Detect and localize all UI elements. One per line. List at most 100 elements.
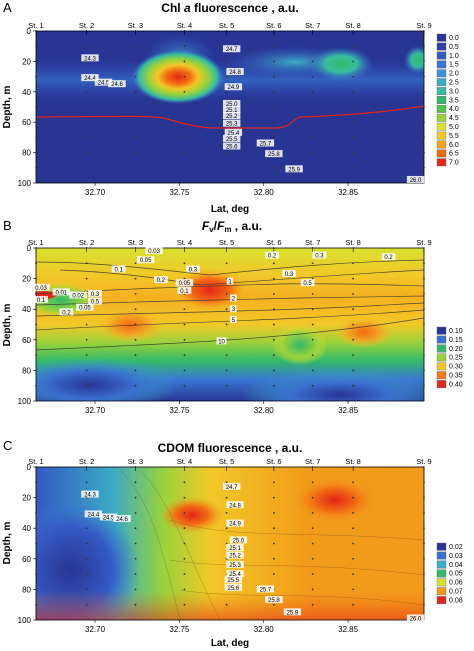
panel-a-ylabel: Depth, m <box>2 86 13 129</box>
sample-point <box>423 338 425 341</box>
station-label: St. 1 <box>28 238 43 247</box>
y-tick-label: 0 <box>27 463 32 472</box>
sample-point <box>134 354 137 356</box>
sample-point <box>183 512 186 514</box>
annotation-label: 25.8 <box>268 152 280 158</box>
legend-label: 0.25 <box>449 355 463 362</box>
sample-point <box>423 496 425 499</box>
sample-point <box>35 293 37 295</box>
annotation-label: 1 <box>228 280 232 286</box>
legend-swatch <box>436 551 447 560</box>
annotation-label: 0.3 <box>315 254 324 260</box>
sample-point <box>423 121 425 124</box>
sample-point <box>272 262 275 265</box>
sample-point <box>352 75 355 78</box>
sample-point <box>311 527 314 530</box>
sample-point <box>35 542 37 545</box>
annotation-label: 25.3 <box>229 563 241 569</box>
panel-c-xlabel: Lat, deg <box>211 638 249 649</box>
sample-point <box>272 481 275 484</box>
station-label: St. 5 <box>219 457 234 466</box>
sample-point <box>35 136 37 139</box>
panel-b-ylabel: Depth, m <box>2 304 13 347</box>
panel-c-annotations: 24.3 24.424.5 24.6 24.7 24.8 24.9 25.0 25.1 25.2… <box>81 482 425 622</box>
panel-c-letter: C <box>3 438 12 453</box>
legend-swatch <box>436 344 447 353</box>
annotation-label: 24.6 <box>116 517 128 523</box>
legend-label: 2.0 <box>449 71 459 78</box>
sample-point <box>311 323 314 326</box>
station-label: St. 1 <box>28 457 43 466</box>
annotation-label: 24.7 <box>226 485 238 491</box>
panel-c-isoline <box>139 469 221 620</box>
legend-label: 4.0 <box>449 106 459 113</box>
sample-point <box>85 151 88 154</box>
annotation-box <box>81 54 99 62</box>
sample-point <box>423 354 425 356</box>
panel-a-green-edge <box>404 46 424 74</box>
sample-point <box>352 90 355 93</box>
annotation-label: 26.0 <box>410 178 422 184</box>
sample-point <box>35 573 37 575</box>
annotation-box <box>226 68 244 76</box>
panel-b-isoline <box>59 269 424 286</box>
annotation-box <box>52 288 71 296</box>
sample-point <box>85 603 88 606</box>
sample-point <box>85 45 88 48</box>
sample-point <box>85 588 88 591</box>
annotation-label: 0.3 <box>285 272 294 278</box>
sample-point <box>311 45 314 48</box>
legend-label: 0.20 <box>449 346 463 353</box>
panel-b-title-unit: , a.u. <box>231 219 262 233</box>
panel-a-annotations: 24.3 24.424.5 24.6 24.7 24.8 24.9 25.025.125.2… <box>81 45 425 184</box>
station-label: St. 5 <box>219 21 234 30</box>
annotation-box <box>265 150 283 158</box>
legend-swatch <box>436 113 447 122</box>
annotation-box <box>230 294 237 302</box>
station-label: St. 6 <box>266 238 281 247</box>
sample-point <box>183 573 186 575</box>
annotation-box <box>81 74 99 82</box>
annotation-label: 0.03 <box>148 249 160 255</box>
sample-point <box>352 262 355 265</box>
annotation-label: 24.7 <box>226 47 238 53</box>
legend-label: 0.07 <box>449 589 463 596</box>
sample-point <box>311 354 314 356</box>
station-label: St. 8 <box>345 238 360 247</box>
legend-swatch <box>436 104 447 113</box>
annotation-label: 0.05 <box>179 281 191 287</box>
sample-point <box>183 262 186 265</box>
annotation-label: 24.8 <box>229 70 241 76</box>
station-label: St. 9 <box>416 238 431 247</box>
annotation-box <box>59 308 74 316</box>
legend-swatch <box>436 42 447 51</box>
legend-swatch <box>436 131 447 140</box>
annotation-label: 25.6 <box>226 145 238 151</box>
annotation-box <box>136 256 155 264</box>
sample-point <box>311 542 314 545</box>
sample-point <box>352 323 355 326</box>
legend-swatch <box>436 69 447 78</box>
annotation-box <box>153 276 168 284</box>
x-tick-label: 32.85 <box>338 406 359 415</box>
sample-point <box>272 121 275 124</box>
sample-point <box>134 369 137 372</box>
sample-point <box>272 293 275 295</box>
annotation-box <box>406 175 425 183</box>
y-tick-label: 0 <box>27 27 32 36</box>
sample-point <box>85 323 88 326</box>
annotation-label: 5 <box>232 318 236 324</box>
annotation-label: 2 <box>232 296 236 302</box>
sample-point <box>311 308 314 311</box>
legend-label: 0.10 <box>449 328 463 335</box>
annotation-label: 25.3 <box>226 122 238 128</box>
sample-point <box>423 512 425 514</box>
annotation-box <box>177 286 192 294</box>
annotation-label: 0.02 <box>72 293 84 299</box>
annotation-label: 25.7 <box>260 141 272 147</box>
legend-swatch <box>436 560 447 569</box>
sample-point <box>134 262 137 265</box>
y-tick-label: 100 <box>18 397 32 406</box>
sample-point <box>183 136 186 139</box>
